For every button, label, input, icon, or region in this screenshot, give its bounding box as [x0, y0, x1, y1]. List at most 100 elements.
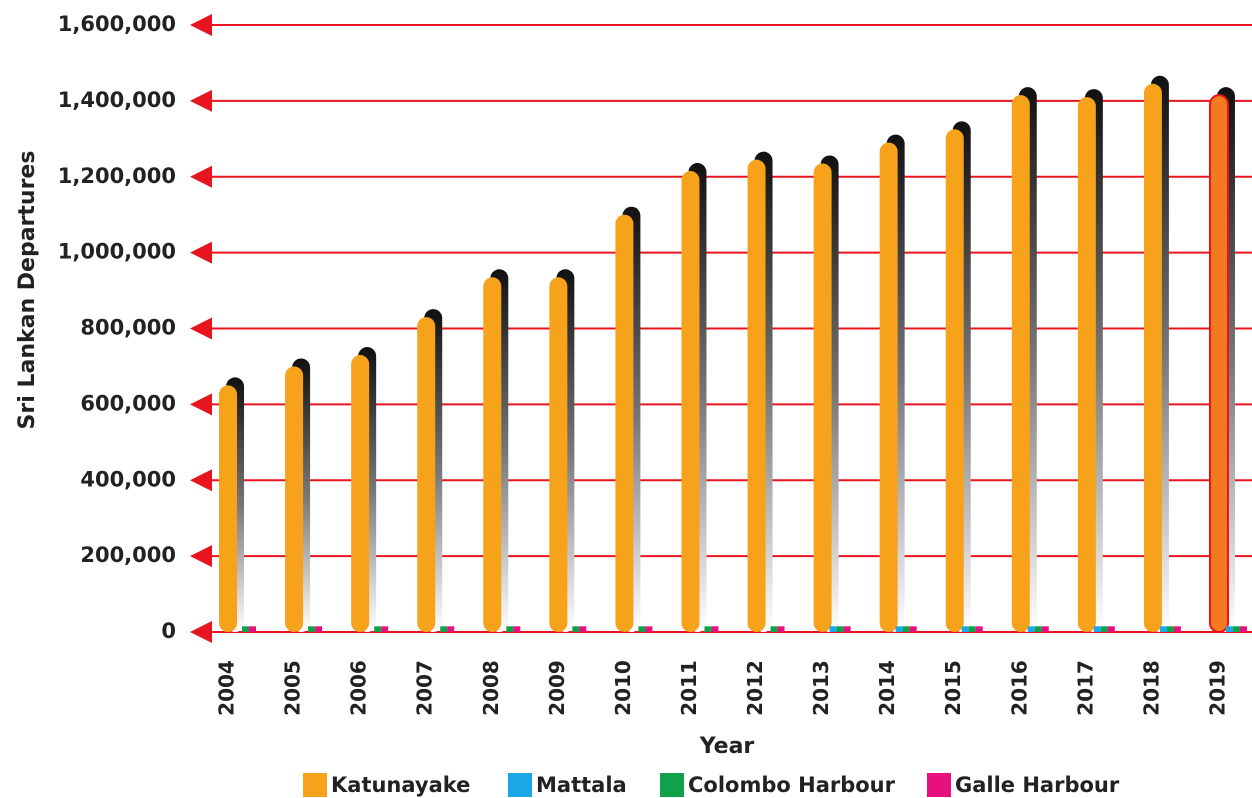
x-tick-label: 2005 [281, 660, 305, 716]
legend-label: Galle Harbour [955, 773, 1120, 797]
legend-swatch [303, 773, 327, 797]
bar [1239, 626, 1247, 632]
x-tick-label: 2010 [611, 660, 635, 716]
y-tick-label: 1,600,000 [58, 12, 176, 36]
bar [572, 626, 580, 632]
x-tick-label: 2019 [1205, 660, 1229, 716]
bar [483, 277, 502, 632]
tick-arrow [190, 89, 212, 112]
bar [770, 626, 778, 632]
tick-arrow [190, 393, 212, 416]
bar [440, 626, 448, 632]
bar [249, 626, 257, 632]
bar [747, 159, 766, 632]
bar [1143, 83, 1162, 633]
bar [879, 142, 898, 632]
bar [1041, 626, 1049, 632]
bar [711, 626, 719, 632]
bar [1093, 626, 1101, 632]
bar [242, 626, 250, 632]
bar [829, 626, 837, 632]
bar [813, 163, 832, 633]
bar [315, 626, 323, 632]
bar [909, 626, 917, 632]
y-tick-label: 600,000 [80, 391, 176, 415]
tick-arrow [190, 621, 212, 643]
bar [579, 626, 587, 632]
tick-arrow [190, 469, 212, 492]
bar [506, 626, 514, 632]
y-tick-label: 1,000,000 [58, 240, 176, 264]
bar [704, 626, 712, 632]
bar [895, 626, 903, 632]
bar [1166, 626, 1174, 632]
bar [447, 626, 455, 632]
x-tick-label: 2009 [545, 660, 569, 716]
bar [615, 214, 634, 632]
bar [968, 626, 976, 632]
bar [1159, 626, 1167, 632]
bar [777, 626, 785, 632]
bar [1232, 626, 1240, 632]
legend-label: Colombo Harbour [688, 773, 896, 797]
tick-arrow [190, 241, 212, 264]
x-tick-label: 2006 [347, 660, 371, 716]
legend-swatch [508, 773, 532, 797]
x-tick-label: 2004 [215, 660, 239, 716]
bar [351, 355, 370, 632]
tick-arrow [190, 545, 212, 568]
bar [1034, 626, 1042, 632]
y-tick-label: 800,000 [80, 316, 176, 340]
tick-arrow [190, 14, 212, 36]
legend-swatch [927, 773, 951, 797]
x-tick-label: 2011 [677, 660, 701, 716]
x-tick-label: 2015 [941, 660, 965, 716]
legend-label: Katunayake [331, 773, 470, 797]
bar [219, 385, 238, 632]
y-tick-label: 200,000 [80, 543, 176, 567]
y-tick-label: 400,000 [80, 467, 176, 491]
bar [902, 626, 910, 632]
bar [381, 626, 389, 632]
x-tick-label: 2013 [809, 660, 833, 716]
x-tick-label: 2014 [875, 660, 899, 716]
bar [1011, 95, 1030, 632]
x-tick-label: 2012 [743, 660, 767, 716]
x-tick-label: 2008 [479, 660, 503, 716]
x-tick-label: 2016 [1007, 660, 1031, 716]
bar [308, 626, 316, 632]
bar [1027, 626, 1035, 632]
bar [638, 626, 646, 632]
bar [1208, 94, 1229, 633]
legend-label: Mattala [536, 773, 627, 797]
y-tick-label: 1,400,000 [58, 88, 176, 112]
bar [961, 626, 969, 632]
y-axis-title: Sri Lankan Departures [15, 151, 40, 430]
legend-swatch [660, 773, 684, 797]
tick-arrow [190, 165, 212, 188]
bar [374, 626, 382, 632]
x-tick-label: 2007 [413, 660, 437, 716]
bar [1077, 97, 1096, 633]
tick-arrow [190, 317, 212, 340]
bar [1225, 626, 1233, 632]
y-tick-label: 1,200,000 [58, 164, 176, 188]
bar [843, 626, 851, 632]
bar [417, 317, 436, 632]
bar [975, 626, 983, 632]
bar [549, 277, 568, 632]
bar [836, 626, 844, 632]
x-tick-label: 2017 [1073, 660, 1097, 716]
x-tick-label: 2018 [1139, 660, 1163, 716]
bar [645, 626, 653, 632]
bar [513, 626, 521, 632]
y-tick-label: 0 [161, 619, 176, 643]
x-axis-title: Year [699, 734, 755, 759]
bar [1107, 626, 1115, 632]
bar [681, 171, 700, 632]
bar [945, 129, 964, 632]
bar [285, 366, 304, 632]
bar [1100, 626, 1108, 632]
bar [1173, 626, 1181, 632]
